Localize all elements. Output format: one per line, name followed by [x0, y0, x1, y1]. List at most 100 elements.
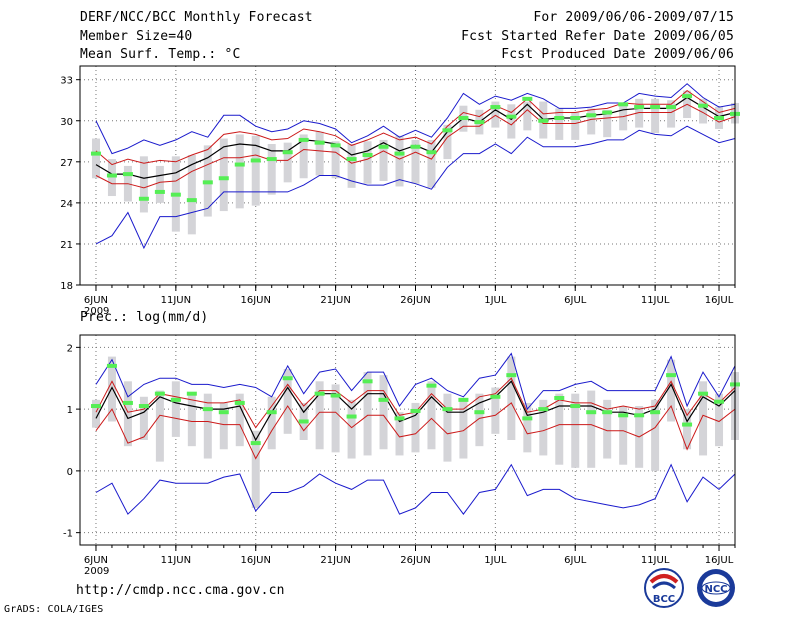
precipitation-box [475, 393, 484, 447]
temperature-obs-marker [298, 137, 309, 142]
precipitation-obs-marker [602, 410, 613, 415]
precipitation-obs-marker [618, 413, 629, 418]
precipitation-obs-marker [458, 397, 469, 402]
precipitation-box [667, 359, 676, 422]
precipitation-box [139, 396, 148, 440]
precipitation-obs-marker [266, 410, 277, 415]
temperature-obs-marker [682, 94, 693, 99]
temperature-frame [79, 65, 736, 286]
temperature-obs-marker [714, 116, 725, 121]
precipitation-obs-marker [586, 410, 597, 415]
member-size: Member Size=40 [80, 29, 193, 44]
temperature-xtick-label: 1JUL [484, 295, 507, 306]
precipitation-box [619, 406, 628, 465]
temperature-obs-marker [586, 113, 597, 118]
precipitation-obs-marker [170, 397, 181, 402]
source-url[interactable]: http://cmdp.ncc.cma.gov.cn [76, 583, 285, 598]
temperature-box [587, 108, 596, 135]
temperature-obs-marker [506, 114, 517, 119]
precipitation-obs-marker [666, 373, 677, 378]
temperature-min-line [95, 125, 736, 250]
precipitation-box [491, 387, 500, 434]
temperature-obs-marker [394, 151, 405, 156]
precipitation-obs-marker [122, 400, 133, 405]
precipitation-obs-marker [346, 414, 357, 419]
temperature-obs-marker [346, 157, 357, 162]
precipitation-obs-marker [362, 379, 373, 384]
precipitation-xtick-label: 6JUN [84, 555, 108, 566]
precipitation-box [315, 381, 324, 450]
temperature-box [347, 144, 356, 188]
precipitation-box [283, 368, 292, 434]
precipitation-obs-marker [506, 373, 517, 378]
temperature-box [299, 134, 308, 179]
temperature-obs-marker [90, 151, 101, 156]
temperature-obs-marker [362, 152, 373, 157]
temperature-box [379, 139, 388, 181]
precipitation-obs-marker [298, 419, 309, 424]
temperature-obs-marker [314, 140, 325, 145]
temperature-ytick-label: 24 [60, 199, 73, 210]
temperature-box [699, 98, 708, 124]
precipitation-max-line [95, 352, 736, 411]
precipitation-obs-marker [714, 399, 725, 404]
precipitation-obs-marker [570, 404, 581, 409]
precipitation-box [699, 381, 708, 456]
temperature-obs-marker [474, 120, 485, 125]
temperature-box [411, 139, 420, 184]
precipitation-box [651, 399, 660, 471]
temperature-box [363, 141, 372, 184]
precipitation-ytick-label: 0 [67, 467, 73, 478]
temperature-box [619, 104, 628, 131]
precipitation-xtick-label: 6JUL [564, 555, 587, 566]
temperature-obs-marker [170, 192, 181, 197]
precipitation-xtick-label: 11JUN [161, 555, 191, 566]
precipitation-obs-marker [426, 383, 437, 388]
bcc-logo-icon: BCC [644, 568, 684, 608]
precipitation-box [571, 393, 580, 468]
temperature-xtick-label: 16JUL [705, 295, 734, 306]
forecast-start-date: Fcst Started Refer Date 2009/06/05 [461, 29, 734, 44]
precipitation-obs-marker [250, 441, 261, 446]
precipitation-obs-marker [106, 363, 117, 368]
precipitation-box [203, 393, 212, 459]
temperature-obs-marker [266, 157, 277, 162]
precipitation-obs-marker [378, 397, 389, 402]
precipitation-xtick-label: 26JUN [400, 555, 430, 566]
precipitation-box [123, 381, 132, 447]
temperature-box [139, 156, 148, 213]
temperature-box [491, 101, 500, 128]
temperature-obs-marker [618, 102, 629, 107]
temperature-max-line [95, 83, 736, 155]
precipitation-box [267, 396, 276, 450]
temperature-box [443, 124, 452, 160]
temperature-xtick-label: 26JUN [400, 295, 430, 306]
precipitation-obs-marker [474, 410, 485, 415]
temperature-box [395, 135, 404, 187]
precipitation-box [219, 402, 228, 450]
ncc-logo-icon: NCC [697, 569, 735, 607]
precipitation-xtick-label: 16JUN [240, 555, 270, 566]
temperature-obs-marker [602, 110, 613, 115]
chart-title: DERF/NCC/BCC Monthly Forecast [80, 10, 313, 25]
temperature-obs-marker [650, 105, 661, 110]
temperature-box [651, 98, 660, 134]
temperature-obs-marker [234, 162, 245, 167]
precipitation-box [523, 402, 532, 453]
precipitation-obs-marker [394, 416, 405, 421]
precipitation-box [235, 393, 244, 447]
precipitation-box [443, 393, 452, 462]
temperature-ytick-label: 30 [60, 117, 73, 128]
precipitation-obs-marker [522, 416, 533, 421]
precipitation-obs-marker [442, 407, 453, 412]
temperature-box [315, 131, 324, 176]
precipitation-box [363, 372, 372, 456]
precipitation-mean-line [95, 380, 736, 442]
bcc-logo-text: BCC [653, 594, 675, 605]
temperature-obs-marker [138, 196, 149, 201]
precipitation-obs-marker [154, 391, 165, 396]
temperature-ytick-label: 33 [60, 76, 73, 87]
precipitation-frame [79, 334, 736, 546]
precipitation-xtick-label: 11JUL [641, 555, 670, 566]
temperature-box [219, 138, 228, 212]
